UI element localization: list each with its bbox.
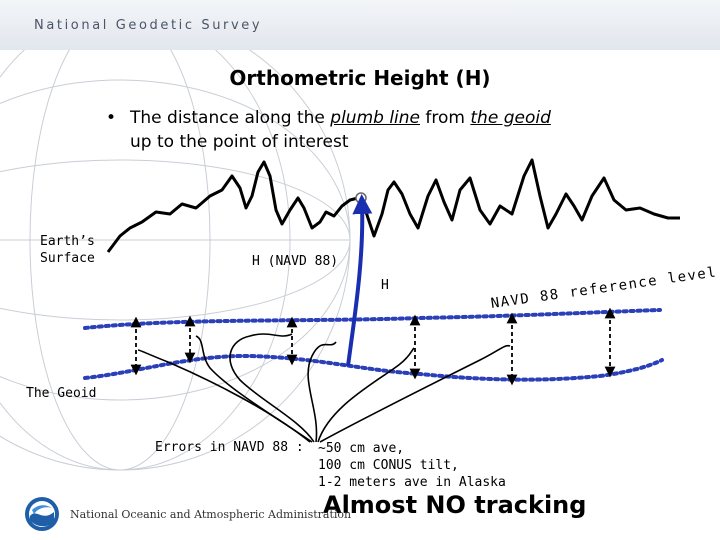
plumb-line-arrow <box>346 194 373 367</box>
footer-agency-name: National Oceanic and Atmospheric Adminis… <box>70 508 352 521</box>
geoid-term: the geoid <box>470 108 551 128</box>
bullet-marker: • <box>106 108 117 128</box>
geoid-line <box>83 353 664 382</box>
earth-surface-profile <box>106 158 680 253</box>
noaa-logo-icon <box>25 497 59 531</box>
earth-surface-label-line1: Earth’s <box>40 234 95 249</box>
navd88-reference-level-line <box>83 308 662 330</box>
bullet-text-line1: The distance along the plumb line from t… <box>130 108 551 128</box>
h-label: H <box>381 278 389 293</box>
error-value-average: ~50 cm ave, <box>318 441 405 456</box>
earth-surface-label-line2: Surface <box>40 251 95 266</box>
point-of-interest-marker <box>355 192 367 204</box>
header-bar: National Geodetic Survey <box>0 0 720 50</box>
error-value-conus-tilt: 100 cm CONUS tilt, <box>318 458 459 473</box>
bullet-text-part2: from <box>420 108 471 128</box>
error-leader-2 <box>195 335 313 443</box>
geoid-label: The Geoid <box>26 386 97 401</box>
errors-label: Errors in NAVD 88 : <box>155 440 304 455</box>
h-navd88-label: H (NAVD 88) <box>252 254 339 269</box>
header-org-name: National Geodetic Survey <box>34 18 263 33</box>
error-leader-5 <box>317 347 415 443</box>
slide-title: Orthometric Height (H) <box>229 66 491 90</box>
error-leader-3 <box>229 333 315 443</box>
bullet-text-part1: The distance along the <box>130 108 331 128</box>
error-leader-4 <box>307 341 337 443</box>
plumb-line-term: plumb line <box>330 108 421 128</box>
bullet-text-line2: up to the point of interest <box>130 132 349 152</box>
error-leader-6 <box>319 344 511 443</box>
errors-values: ~50 cm ave, 100 cm CONUS tilt, 1-2 meter… <box>318 440 506 491</box>
tracking-note: Almost NO tracking <box>323 491 587 519</box>
error-value-alaska: 1-2 meters ave in Alaska <box>318 475 506 490</box>
